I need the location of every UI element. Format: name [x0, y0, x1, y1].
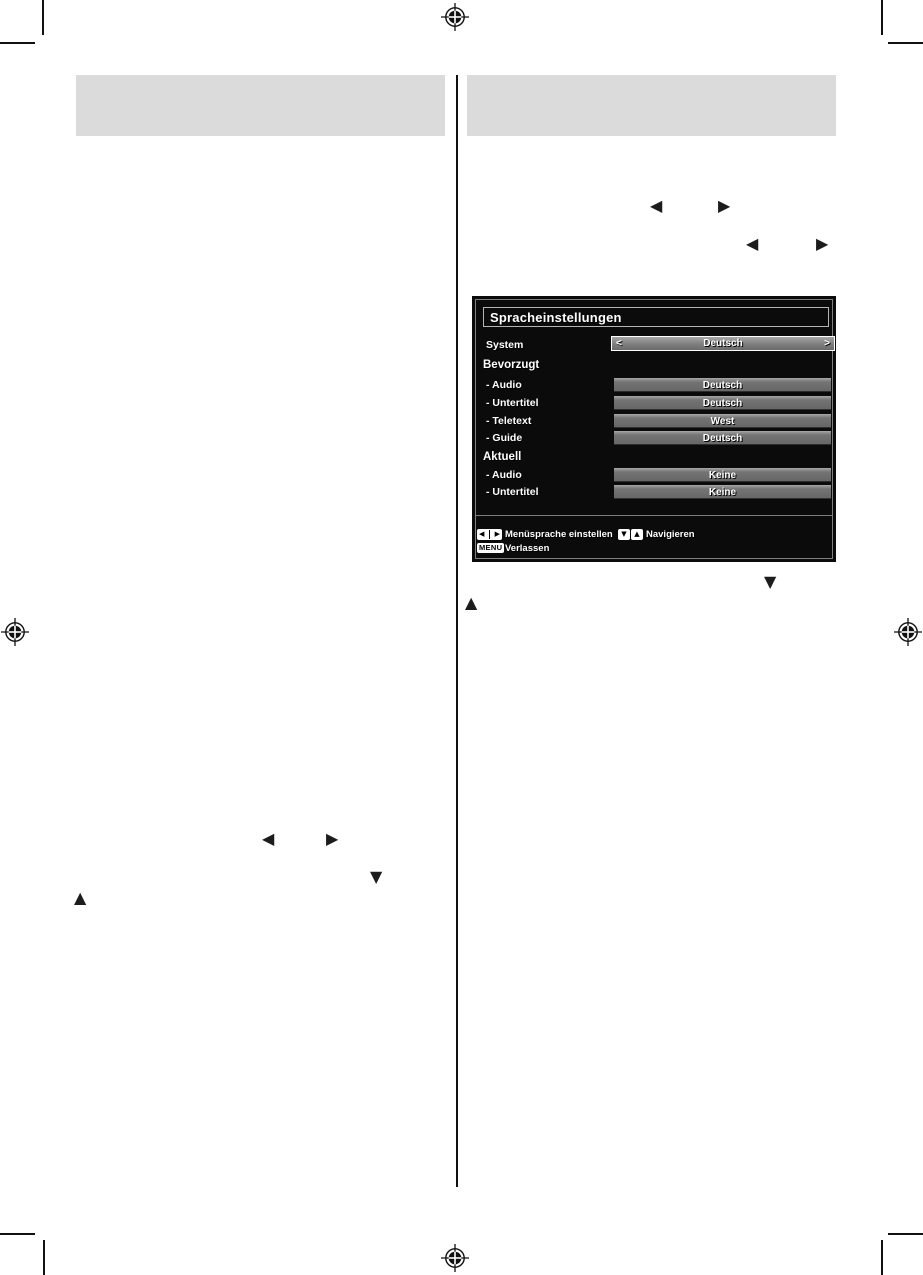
- registration-mark-icon: [894, 618, 922, 646]
- left-arrow-icon: ◀: [262, 829, 275, 848]
- crop-mark-bottom-left-h: [0, 1233, 35, 1235]
- osd-row-value-untertitel: Deutsch: [614, 396, 831, 410]
- osd-row-label-aktuell-audio: - Audio: [486, 469, 522, 481]
- up-arrow-icon: ▲: [634, 530, 640, 538]
- right-column-header-bar: [467, 75, 836, 136]
- osd-hint-lr: Menüsprache einstellen: [505, 529, 613, 540]
- osd-row-value-audio: Deutsch: [614, 378, 831, 392]
- osd-row-value-teletext: West: [614, 414, 831, 428]
- osd-value-text: Deutsch: [703, 338, 743, 349]
- up-key-icon: ▲: [631, 529, 643, 540]
- up-arrow-icon: ▲: [465, 593, 478, 612]
- osd-hint-menu: Verlassen: [505, 543, 550, 554]
- menu-key-icon: MENU: [477, 543, 505, 553]
- osd-row-label-teletext: - Teletext: [486, 415, 532, 427]
- osd-row-label-aktuell-untertitel: - Untertitel: [486, 486, 539, 498]
- chevron-left-icon: <: [616, 338, 622, 349]
- down-key-icon: ▼: [618, 529, 630, 540]
- right-arrow-icon: ▶: [326, 829, 339, 848]
- crop-mark-top-right-v: [881, 0, 883, 35]
- registration-mark-icon: [441, 3, 469, 31]
- down-arrow-icon: ▼: [621, 530, 627, 538]
- left-column-header-bar: [76, 75, 445, 136]
- osd-row-value-guide: Deutsch: [614, 431, 831, 445]
- down-arrow-icon: ▼: [370, 867, 383, 886]
- crop-mark-top-left-v: [42, 0, 44, 35]
- osd-row-label-system: System: [486, 339, 524, 351]
- osd-row-value-system: < Deutsch >: [611, 336, 835, 351]
- osd-section-bevorzugt: Bevorzugt: [483, 359, 540, 371]
- tv-osd-screenshot: Spracheinstellungen System < Deutsch > B…: [472, 296, 836, 562]
- crop-mark-bottom-right-h: [888, 1233, 923, 1235]
- chevron-right-icon: >: [824, 338, 830, 349]
- left-arrow-icon: ◀: [746, 234, 759, 253]
- left-arrow-icon: ◀: [479, 530, 485, 538]
- right-arrow-icon: ▶: [718, 196, 731, 215]
- up-arrow-icon: ▲: [74, 888, 87, 907]
- crop-mark-bottom-right-v: [881, 1240, 883, 1275]
- osd-row-label-guide: - Guide: [486, 432, 523, 444]
- osd-row-value-aktuell-untertitel: Keine: [614, 485, 831, 499]
- osd-footer-separator: [476, 515, 832, 516]
- key-divider: [489, 530, 490, 539]
- registration-mark-icon: [441, 1244, 469, 1272]
- left-right-keys-icon: ◀ ▶: [477, 529, 502, 540]
- registration-mark-icon: [1, 618, 29, 646]
- crop-mark-top-left-h: [0, 42, 35, 44]
- crop-mark-top-right-h: [888, 42, 923, 44]
- right-arrow-icon: ▶: [494, 530, 500, 538]
- column-divider: [456, 75, 458, 1187]
- crop-mark-bottom-left-v: [43, 1240, 45, 1275]
- osd-row-label-untertitel: - Untertitel: [486, 397, 539, 409]
- osd-section-aktuell: Aktuell: [483, 451, 522, 463]
- osd-row-value-aktuell-audio: Keine: [614, 468, 831, 482]
- osd-row-label-audio: - Audio: [486, 379, 522, 391]
- right-arrow-icon: ▶: [816, 234, 829, 253]
- left-arrow-icon: ◀: [650, 196, 663, 215]
- osd-hint-ud: Navigieren: [646, 529, 695, 540]
- osd-title: Spracheinstellungen: [483, 307, 829, 327]
- down-arrow-icon: ▼: [764, 572, 777, 591]
